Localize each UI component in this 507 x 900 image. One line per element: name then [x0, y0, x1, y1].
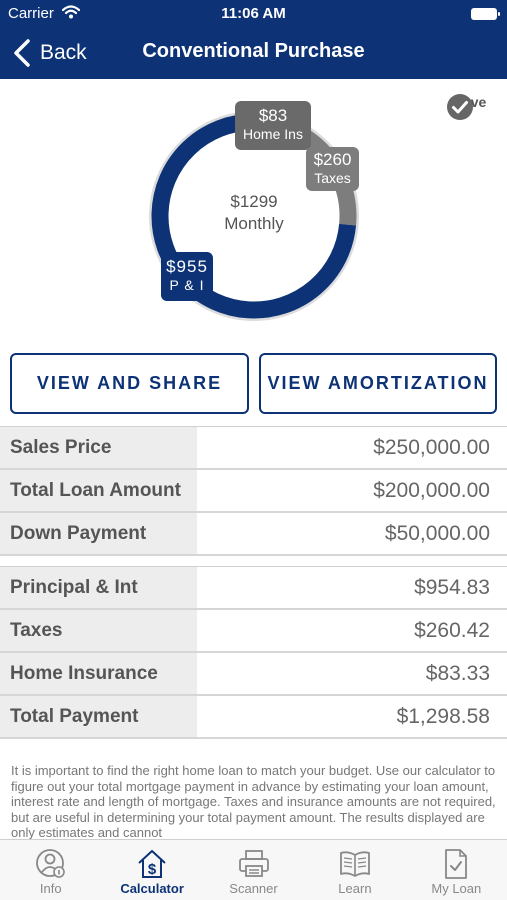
navigation-bar: Back Conventional Purchase — [0, 28, 507, 79]
table-row: Total Loan Amount $200,000.00 — [0, 470, 507, 513]
tab-learn[interactable]: Learn — [304, 840, 405, 900]
person-info-icon — [35, 849, 65, 878]
chart-center-label: Monthly — [224, 214, 284, 233]
check-circle-icon — [447, 94, 473, 120]
house-dollar-icon: $ — [138, 850, 166, 878]
tab-label: My Loan — [431, 881, 482, 896]
save-button[interactable]: Save — [446, 93, 494, 120]
tab-calculator[interactable]: $ Calculator — [101, 840, 202, 900]
row-label: Total Loan Amount — [0, 470, 197, 511]
payment-donut-chart: $1299 Monthly $83 Home Ins $260 Taxes $9… — [0, 79, 507, 341]
tab-label: Calculator — [120, 881, 184, 896]
svg-text:$: $ — [148, 861, 157, 878]
taxes-tag: $260 Taxes — [306, 147, 359, 191]
tab-bar: Info $ Calculator Scanner Learn — [0, 839, 507, 900]
table-row: Taxes $260.42 — [0, 610, 507, 653]
row-value: $200,000.00 — [197, 470, 507, 511]
pi-tag: $955 P & I — [161, 252, 213, 301]
back-label: Back — [40, 41, 87, 64]
battery-icon — [471, 8, 500, 20]
row-value: $1,298.58 — [197, 696, 507, 737]
table-row: Principal & Int $954.83 — [0, 567, 507, 610]
document-check-icon — [445, 849, 468, 879]
pi-tag-label: P & I — [169, 277, 205, 293]
status-bar: Carrier 11:06 AM — [0, 0, 507, 28]
tab-my-loan[interactable]: My Loan — [406, 840, 507, 900]
row-value: $260.42 — [197, 610, 507, 651]
pi-tag-amount: $955 — [166, 257, 208, 276]
home-ins-tag-amount: $83 — [258, 106, 288, 125]
row-label: Sales Price — [0, 427, 197, 468]
tab-label: Learn — [338, 881, 372, 896]
printer-icon — [238, 850, 269, 877]
chevron-left-icon — [14, 39, 30, 67]
row-value: $954.83 — [197, 567, 507, 608]
taxes-tag-amount: $260 — [313, 150, 352, 169]
row-label: Total Payment — [0, 696, 197, 737]
clock: 11:06 AM — [221, 5, 286, 22]
table-row: Sales Price $250,000.00 — [0, 427, 507, 470]
row-label: Principal & Int — [0, 567, 197, 608]
payment-breakdown-table: Principal & Int $954.83 Taxes $260.42 Ho… — [0, 566, 507, 739]
wifi-icon — [62, 5, 80, 19]
view-amortization-button[interactable]: VIEW AMORTIZATION — [259, 353, 497, 414]
view-and-share-button[interactable]: VIEW AND SHARE — [10, 353, 249, 414]
loan-summary-table: Sales Price $250,000.00 Total Loan Amoun… — [0, 426, 507, 556]
disclaimer-text: It is important to find the right home l… — [11, 763, 496, 839]
row-value: $83.33 — [197, 653, 507, 694]
tab-label: Info — [39, 881, 62, 896]
taxes-tag-label: Taxes — [314, 170, 351, 186]
home-ins-tag: $83 Home Ins — [235, 101, 311, 150]
chart-center-amount: $1299 — [230, 192, 278, 211]
row-value: $250,000.00 — [197, 427, 507, 468]
tab-info[interactable]: Info — [0, 840, 101, 900]
open-book-icon — [340, 851, 370, 877]
table-row: Home Insurance $83.33 — [0, 653, 507, 696]
row-label: Home Insurance — [0, 653, 197, 694]
table-row: Down Payment $50,000.00 — [0, 513, 507, 556]
tab-label: Scanner — [229, 881, 278, 896]
row-label: Taxes — [0, 610, 197, 651]
home-ins-tag-label: Home Ins — [243, 126, 303, 142]
table-row: Total Payment $1,298.58 — [0, 696, 507, 739]
row-label: Down Payment — [0, 513, 197, 554]
tab-scanner[interactable]: Scanner — [203, 840, 304, 900]
page-title: Conventional Purchase — [142, 40, 365, 62]
carrier-label: Carrier — [8, 5, 54, 22]
row-value: $50,000.00 — [197, 513, 507, 554]
back-button[interactable]: Back — [10, 36, 87, 70]
